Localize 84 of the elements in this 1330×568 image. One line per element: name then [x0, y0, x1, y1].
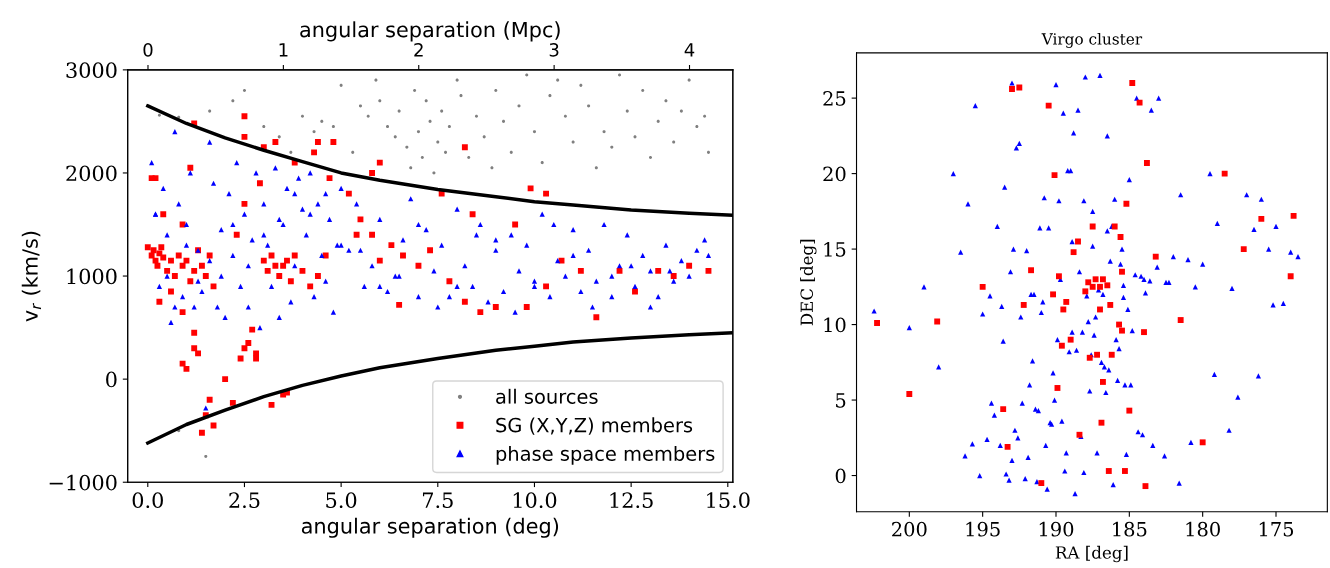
legend-label: SG (X,Y,Z) members: [496, 417, 693, 435]
x2-axis-title: angular separation (Mpc): [300, 21, 560, 42]
legend-label: phase space members: [496, 445, 715, 465]
point: [1028, 267, 1035, 274]
x-tick-label: 0.0: [132, 492, 163, 509]
y-tick-label: 0: [106, 371, 117, 388]
point: [1099, 276, 1106, 283]
point: [1119, 268, 1125, 275]
point: [1116, 321, 1123, 328]
point: [1089, 283, 1096, 290]
point: [1050, 291, 1057, 298]
x-tick-label: 10.0: [513, 492, 557, 509]
point: [1085, 279, 1092, 286]
point: [1009, 86, 1015, 92]
x-tick-label: 2.5: [229, 492, 260, 509]
point: [1199, 439, 1206, 446]
point: [1177, 317, 1184, 323]
x-tick-label: 15.0: [707, 492, 750, 509]
y-tick-label: 5: [836, 393, 846, 408]
chart-title: Virgo cluster: [1041, 32, 1143, 48]
point: [1020, 302, 1027, 308]
x-tick-label: 180: [1186, 521, 1220, 537]
x2-tick-label: 3: [549, 42, 559, 57]
x-tick-label: 195: [966, 521, 1000, 537]
point: [1221, 170, 1228, 177]
point: [1240, 246, 1247, 253]
y-tick-label: 25: [823, 91, 846, 106]
point: [874, 320, 880, 326]
y-tick-label: 0: [835, 468, 846, 484]
x-axis-title: RA [deg]: [1055, 545, 1128, 563]
y-axis-title: v$_{r}$ (km/s): [21, 231, 42, 322]
point: [1038, 480, 1045, 487]
point: [1136, 99, 1143, 106]
x-axis-title: angular separation (deg): [301, 517, 559, 538]
x-tick-label: 190: [1039, 521, 1074, 537]
x2-tick-label: 4: [684, 43, 695, 57]
point: [1099, 378, 1106, 385]
point: [1097, 283, 1103, 290]
x2-tick-label: 0: [143, 42, 153, 57]
point: [1107, 302, 1114, 308]
point: [1143, 160, 1150, 166]
y-tick-label: 10: [824, 317, 846, 333]
point: [1045, 102, 1052, 109]
point: [1004, 443, 1011, 450]
x-tick-label: 200: [892, 521, 927, 537]
point: [1063, 298, 1070, 305]
point: [1105, 468, 1112, 474]
point: [1058, 342, 1065, 349]
x-tick-label: 12.5: [610, 492, 653, 509]
x-tick-label: 5.0: [326, 492, 357, 509]
x2-tick-label: 1: [279, 43, 288, 57]
point: [1119, 327, 1125, 334]
point: [1129, 80, 1136, 86]
point: [1123, 200, 1130, 207]
point: [1126, 407, 1133, 414]
point: [1092, 276, 1099, 283]
point: [1082, 288, 1089, 295]
point: [1108, 351, 1115, 358]
x-tick-label: 175: [1259, 521, 1294, 537]
point: [1089, 223, 1096, 230]
y-tick-label: 1000: [67, 268, 117, 285]
point: [1104, 282, 1111, 289]
point: [1094, 351, 1101, 358]
y-tick-label: 2000: [66, 165, 117, 182]
y-tick-label: 20: [823, 166, 846, 182]
point: [979, 283, 986, 290]
y-tick-label: 3000: [66, 62, 117, 79]
point: [1287, 273, 1294, 280]
x2-tick-label: 2: [414, 42, 423, 57]
point: [906, 391, 913, 397]
y-axis-title: DEC [deg]: [800, 239, 817, 326]
point: [1141, 329, 1147, 336]
point: [1067, 336, 1074, 343]
point: [1152, 253, 1159, 260]
point: [1070, 249, 1077, 256]
y-tick-label: 15: [824, 242, 846, 257]
point: [1258, 215, 1265, 222]
point: [1000, 406, 1007, 413]
y-tick-label: −1000: [49, 474, 117, 491]
point: [1290, 212, 1297, 219]
legend-label: all sources: [496, 388, 598, 404]
x-tick-label: 185: [1113, 521, 1147, 537]
point: [1121, 468, 1128, 474]
x-tick-label: 7.5: [422, 492, 453, 509]
